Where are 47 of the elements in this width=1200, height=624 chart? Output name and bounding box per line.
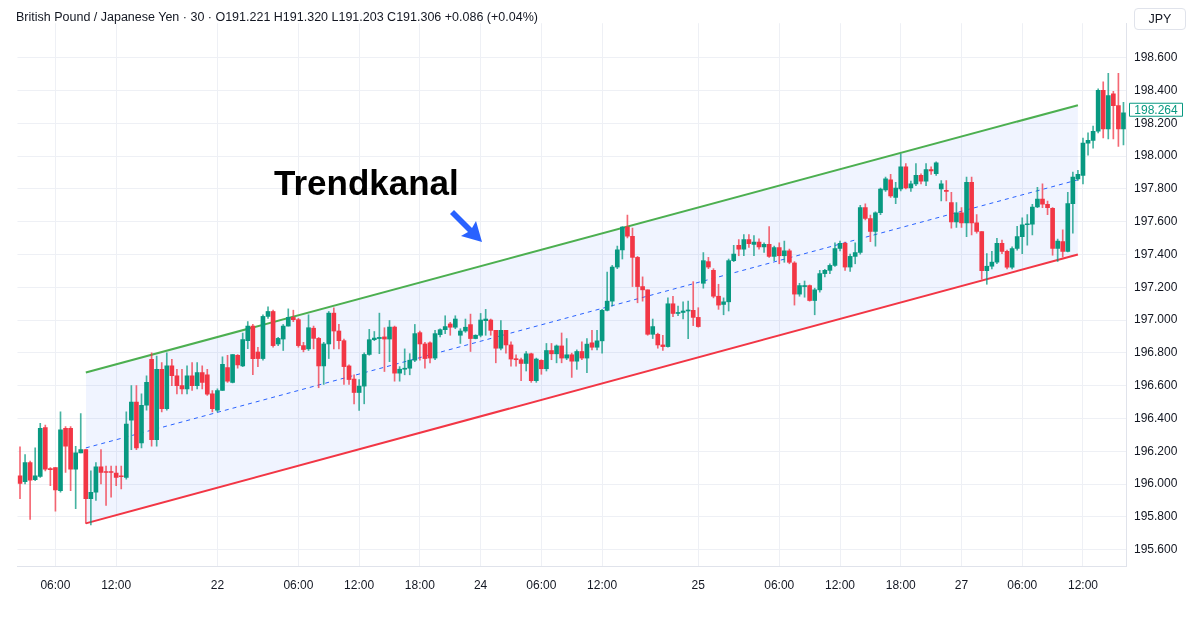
x-tick-label: 06:00 — [283, 577, 314, 592]
y-tick-label: 197.600 — [1134, 213, 1178, 228]
candlestick — [103, 465, 109, 506]
x-tick-label: 12:00 — [101, 577, 132, 592]
candlestick — [938, 180, 944, 202]
y-axis-title: JPY — [1134, 8, 1186, 30]
x-tick-label: 22 — [210, 577, 225, 592]
y-tick-label: 196.000 — [1134, 476, 1178, 491]
x-tick-label: 18:00 — [404, 577, 436, 592]
x-tick-label: 25 — [691, 577, 706, 592]
candlestick — [108, 465, 114, 498]
y-tick-label: 195.600 — [1134, 541, 1178, 556]
x-tick-label: 24 — [473, 577, 488, 592]
y-tick-label: 198.200 — [1134, 115, 1178, 130]
candlestick — [518, 357, 524, 382]
candlestick — [442, 315, 448, 334]
x-tick-label: 06:00 — [764, 577, 795, 592]
x-tick-label: 27 — [954, 577, 969, 592]
x-tick-label: 06:00 — [40, 577, 71, 592]
x-tick-label: 12:00 — [587, 577, 618, 592]
chart-title: British Pound / Japanese Yen · 30 · O191.221 H191.320 L191.203 C191.306 +0.086 (+0.04%) — [16, 10, 538, 24]
annotation: Trendkanal — [274, 163, 459, 203]
y-tick-label: 195.800 — [1134, 509, 1178, 524]
y-tick-label: 196.600 — [1134, 377, 1178, 392]
x-tick-label: 12:00 — [344, 577, 375, 592]
y-tick-label: 197.200 — [1134, 279, 1178, 294]
y-tick-label: 197.800 — [1134, 181, 1178, 196]
y-tick-label: 196.400 — [1134, 410, 1178, 425]
x-tick-label: 06:00 — [1007, 577, 1038, 592]
candlestick — [118, 465, 124, 490]
y-tick-label: 197.400 — [1134, 246, 1178, 261]
x-tick-label: 12:00 — [824, 577, 856, 592]
y-tick-label: 198.600 — [1134, 49, 1178, 64]
y-tick-label: 196.200 — [1134, 443, 1178, 458]
y-tick-label: 196.800 — [1134, 345, 1178, 360]
candlestick — [943, 180, 949, 202]
candlestick — [675, 305, 681, 317]
candlestick — [984, 253, 990, 285]
candlestick — [564, 338, 569, 361]
candlestick — [17, 446, 23, 500]
y-tick-label: 198.400 — [1134, 82, 1178, 97]
y-tick-label: 198.000 — [1134, 148, 1178, 163]
x-tick-label: 12:00 — [1067, 577, 1099, 592]
x-tick-label: 06:00 — [526, 577, 557, 592]
x-tick-label: 18:00 — [885, 577, 917, 592]
y-tick-label: 197.000 — [1134, 312, 1178, 327]
text: 198.264 — [1134, 102, 1179, 117]
